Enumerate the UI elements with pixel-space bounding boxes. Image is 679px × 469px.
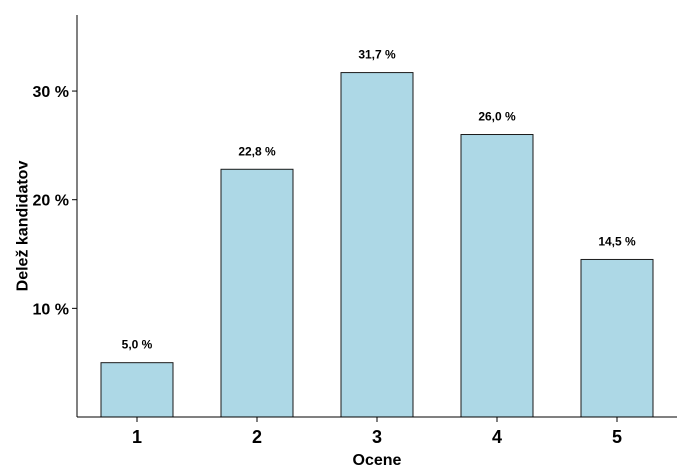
x-ticks-group: 1 2 3 4 5 (132, 417, 622, 447)
data-label-1: 5,0 % (122, 338, 153, 352)
y-tick-label-10: 10 % (33, 301, 69, 318)
data-label-5: 14,5 % (598, 234, 636, 248)
bar-5 (580, 258, 654, 418)
y-tick-label-30: 30 % (33, 84, 69, 101)
data-label-2: 22,8 % (238, 144, 276, 158)
y-axis-title: Delež kandidatov (15, 161, 32, 292)
data-labels-group: 5,0 % 22,8 % 31,7 % 26,0 % 14,5 % (122, 48, 636, 352)
data-label-4: 26,0 % (478, 110, 516, 124)
x-tick-label-4: 4 (492, 427, 502, 447)
bar-3 (340, 72, 414, 418)
bar-2 (220, 168, 294, 418)
x-tick-label-1: 1 (132, 427, 142, 447)
x-axis-title: Ocene (353, 452, 402, 469)
x-tick-label-5: 5 (612, 427, 622, 447)
y-tick-label-20: 20 % (33, 193, 69, 210)
bar-1 (100, 362, 174, 418)
bars-group (100, 72, 654, 418)
bar-4 (460, 134, 534, 418)
y-ticks-group: 10 % 20 % 30 % (33, 84, 77, 318)
data-label-3: 31,7 % (358, 48, 396, 62)
x-tick-label-3: 3 (372, 427, 382, 447)
x-tick-label-2: 2 (252, 427, 262, 447)
